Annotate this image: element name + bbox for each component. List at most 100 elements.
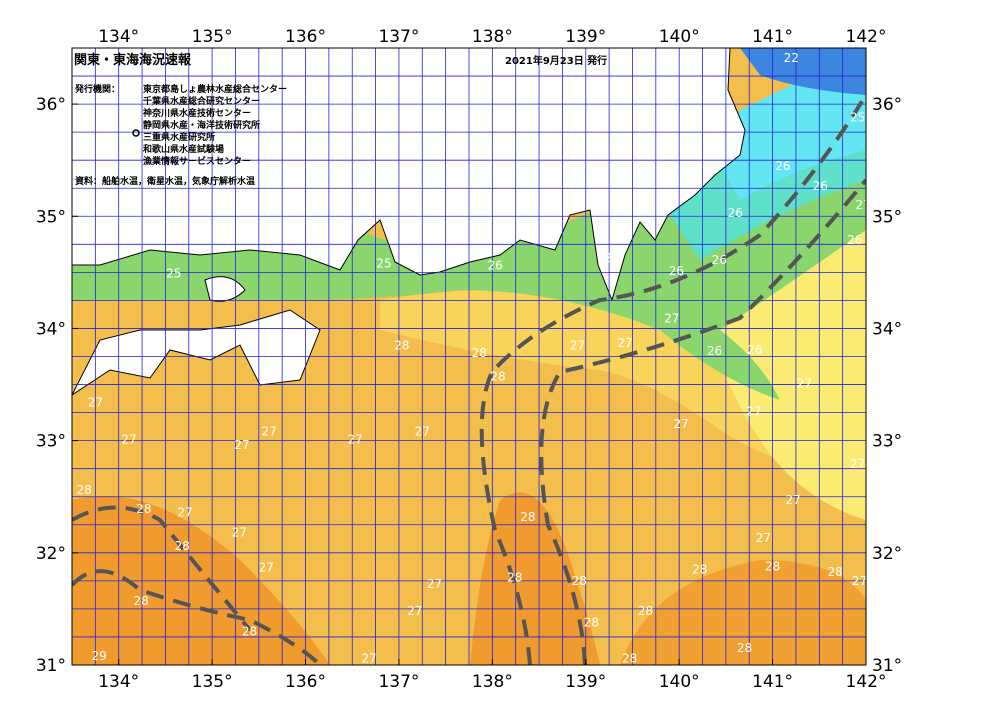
temperature-label: 28 xyxy=(692,563,707,577)
x-tick-label: 137° xyxy=(378,27,419,47)
temperature-label: 28 xyxy=(622,651,637,665)
y-tick-label: 32° xyxy=(36,544,66,564)
issuer: 和歌山県水産試験場 xyxy=(142,143,224,155)
temperature-label: 28 xyxy=(765,559,780,573)
temperature-label: 27 xyxy=(673,417,688,431)
x-tick-label: 140° xyxy=(659,672,700,692)
temperature-label: 26 xyxy=(712,253,727,267)
y-tick-label: 31° xyxy=(872,656,902,676)
x-tick-label: 135° xyxy=(192,672,233,692)
temperature-label: 29 xyxy=(91,649,106,663)
temperature-label: 27 xyxy=(850,457,865,471)
kuroshio-axis xyxy=(72,93,866,665)
temperature-label: 28 xyxy=(572,574,587,588)
y-tick-label: 33° xyxy=(872,432,902,452)
temperature-label: 27 xyxy=(407,604,422,618)
y-tick-label: 36° xyxy=(36,95,66,115)
temperature-label: 27 xyxy=(177,505,192,519)
issuer: 三重県水産研究所 xyxy=(143,131,215,143)
temperature-label: 27 xyxy=(261,425,276,439)
x-tick-label: 139° xyxy=(565,672,606,692)
temperature-label: 27 xyxy=(347,433,362,447)
issuer: 漁業情報サービスセンター xyxy=(143,155,251,167)
axis-labels: 134° 134° 135° 135° 136° 136° 137° 137° 138° 138°… xyxy=(36,27,902,692)
issuer: 神奈川県水産技術センター xyxy=(143,107,251,119)
temperature-label: 28 xyxy=(737,641,752,655)
temperature-label: 28 xyxy=(507,570,522,584)
y-tick-label: 31° xyxy=(36,656,66,676)
temperature-label: 27 xyxy=(88,395,103,409)
temperature-label: 26 xyxy=(775,159,790,173)
temperature-label: 27 xyxy=(259,560,274,574)
temperature-label: 28 xyxy=(520,510,535,524)
legend-mark xyxy=(132,129,140,137)
temperature-label: 27 xyxy=(664,311,679,325)
y-tick-label: 35° xyxy=(872,207,902,227)
temperature-label: 28 xyxy=(394,338,409,352)
temperature-label: 25 xyxy=(850,111,865,125)
temperature-label: 27 xyxy=(234,438,249,452)
map-title: 関東・東海海況速報 xyxy=(74,52,192,68)
temperature-label: 25 xyxy=(376,256,391,270)
temperature-label: 27 xyxy=(617,336,632,350)
issue-date: 2021年9月23日 発行 xyxy=(505,54,607,67)
x-tick-label: 142° xyxy=(846,27,887,47)
x-tick-label: 134° xyxy=(98,672,139,692)
temperature-label: 28 xyxy=(77,483,92,497)
temperature-label: 27 xyxy=(361,651,376,665)
issuer: 静岡県水産・海洋技術研究所 xyxy=(143,119,260,131)
temperature-label: 27 xyxy=(756,531,771,545)
temperature-label: 28 xyxy=(136,502,151,516)
temperature-label: 27 xyxy=(785,493,800,507)
issuer-label: 発行機関： xyxy=(74,83,120,95)
temperature-label: 27 xyxy=(852,574,867,588)
temperature-label: 27 xyxy=(121,433,136,447)
grid xyxy=(72,48,866,665)
temperature-label: 27 xyxy=(604,251,619,265)
data-source: 資料：船舶水温，衛星水温，気象庁解析水温 xyxy=(75,175,255,187)
y-tick-label: 35° xyxy=(36,207,66,227)
temperature-label: 27 xyxy=(570,338,585,352)
issuer-list: 東京都島しょ農林水産総合センター千葉県水産総合研究センター神奈川県水産技術センタ… xyxy=(142,83,287,167)
temperature-label: 26 xyxy=(728,206,743,220)
temperature-label: 22 xyxy=(784,51,799,65)
x-tick-label: 138° xyxy=(472,27,513,47)
temperature-label: 26 xyxy=(747,343,762,357)
temperature-label: 26 xyxy=(813,179,828,193)
temperature-label: 25 xyxy=(166,266,181,280)
temperature-label: 27 xyxy=(797,376,812,390)
y-tick-label: 33° xyxy=(36,432,66,452)
y-tick-label: 34° xyxy=(872,319,902,339)
issuer: 東京都島しょ農林水産総合センター xyxy=(143,83,287,95)
y-tick-label: 34° xyxy=(36,319,66,339)
x-tick-label: 136° xyxy=(285,672,326,692)
temperature-label: 27 xyxy=(232,526,247,540)
y-tick-label: 32° xyxy=(872,544,902,564)
temperature-label: 26 xyxy=(669,264,684,278)
x-tick-label: 142° xyxy=(846,672,887,692)
temperature-label: 28 xyxy=(828,565,843,579)
temperature-label: 26 xyxy=(488,259,503,273)
temperature-label: 28 xyxy=(472,346,487,360)
x-tick-label: 134° xyxy=(98,27,139,47)
x-tick-label: 135° xyxy=(192,27,233,47)
temperature-label: 26 xyxy=(847,233,862,247)
x-tick-label: 140° xyxy=(659,27,700,47)
x-tick-label: 137° xyxy=(378,672,419,692)
temperature-label: 28 xyxy=(584,615,599,629)
temperature-label: 27 xyxy=(856,198,871,212)
temperature-label: 28 xyxy=(175,539,190,553)
temperature-label: 27 xyxy=(427,577,442,591)
temperature-label: 28 xyxy=(490,370,505,384)
issuer: 千葉県水産総合研究センター xyxy=(143,95,260,107)
temperature-label: 28 xyxy=(133,594,148,608)
temperature-label: 28 xyxy=(638,604,653,618)
map-frame xyxy=(71,47,867,666)
x-tick-label: 136° xyxy=(285,27,326,47)
temperature-label: 27 xyxy=(415,425,430,439)
temperature-label: 28 xyxy=(242,624,257,638)
x-tick-label: 141° xyxy=(752,672,793,692)
